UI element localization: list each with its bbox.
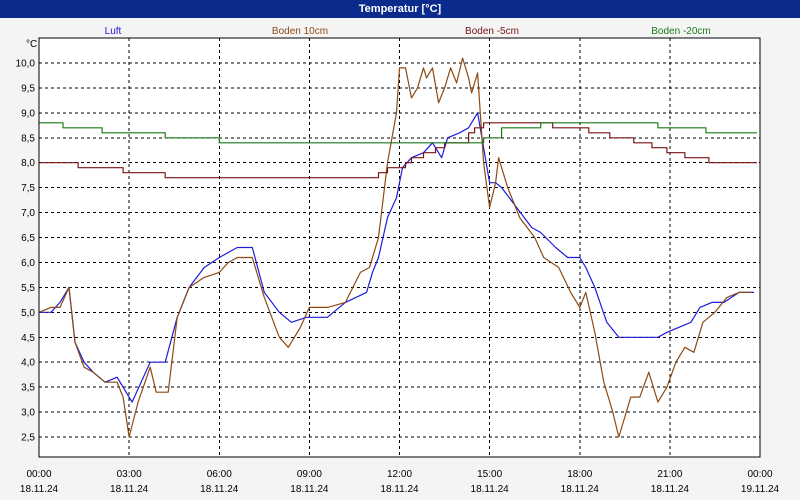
chart-title: Temperatur [°C] — [0, 0, 800, 18]
x-tick-date: 18.11.24 — [200, 484, 239, 495]
x-tick-date: 18.11.24 — [471, 484, 510, 495]
y-tick-label: 8,0 — [21, 158, 35, 169]
y-axis-label: °C — [26, 39, 37, 50]
y-tick-label: 6,5 — [21, 233, 35, 244]
x-tick-time: 21:00 — [657, 469, 682, 480]
y-tick-label: 9,5 — [21, 83, 35, 94]
y-tick-label: 10,0 — [16, 58, 36, 69]
y-tick-label: 2,5 — [21, 433, 35, 444]
y-tick-label: 3,0 — [21, 408, 35, 419]
x-tick-date: 18.11.24 — [380, 484, 419, 495]
x-tick-time: 12:00 — [387, 469, 412, 480]
x-tick-time: 09:00 — [297, 469, 322, 480]
x-tick-date: 19.11.24 — [741, 484, 780, 495]
y-tick-label: 5,0 — [21, 308, 35, 319]
y-tick-label: 4,5 — [21, 333, 35, 344]
x-tick-date: 18.11.24 — [651, 484, 690, 495]
y-tick-label: 6,0 — [21, 258, 35, 269]
x-tick-date: 18.11.24 — [110, 484, 149, 495]
x-tick-time: 00:00 — [26, 469, 51, 480]
x-tick-time: 06:00 — [207, 469, 232, 480]
legend-entry: Boden -20cm — [651, 26, 710, 37]
y-tick-label: 7,0 — [21, 208, 35, 219]
legend-entry: Luft — [105, 26, 122, 37]
x-tick-date: 18.11.24 — [20, 484, 59, 495]
y-tick-label: 9,0 — [21, 108, 35, 119]
x-tick-date: 18.11.24 — [290, 484, 329, 495]
y-tick-label: 5,5 — [21, 283, 35, 294]
x-tick-time: 15:00 — [477, 469, 502, 480]
x-tick-time: 03:00 — [117, 469, 142, 480]
series-line-boden-20cm — [39, 122, 757, 144]
series-line-boden-10cm — [38, 57, 751, 438]
plot-frame — [38, 37, 761, 458]
x-tick-date: 18.11.24 — [561, 484, 600, 495]
y-tick-label: 3,5 — [21, 383, 35, 394]
y-tick-label: 7,5 — [21, 183, 35, 194]
y-tick-label: 8,5 — [21, 133, 35, 144]
x-tick-time: 18:00 — [567, 469, 592, 480]
legend-entry: Boden -5cm — [465, 26, 519, 37]
series-line-boden-5cm — [39, 122, 757, 179]
legend-entry: Boden 10cm — [272, 26, 328, 37]
y-tick-label: 4,0 — [21, 358, 35, 369]
x-tick-time: 00:00 — [747, 469, 772, 480]
